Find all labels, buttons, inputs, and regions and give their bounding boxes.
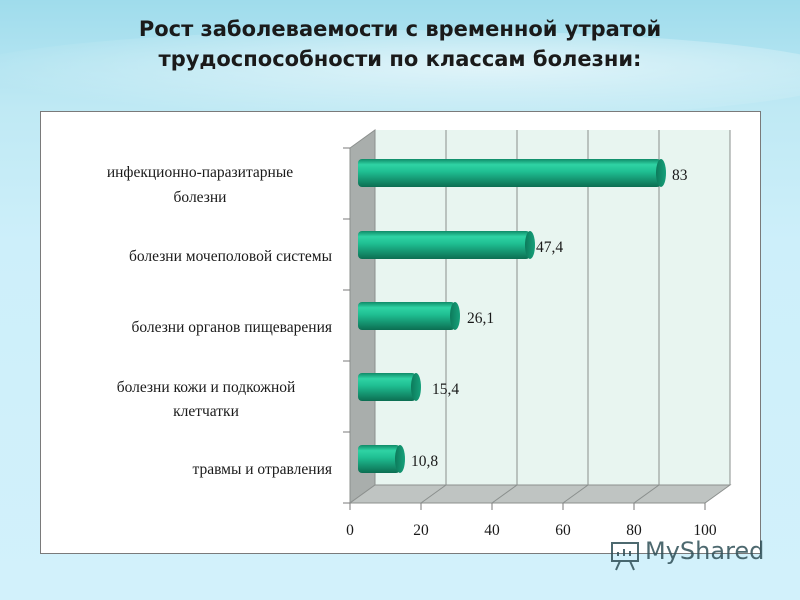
title-line-2: трудоспособности по классам болезни: (158, 47, 642, 71)
category-label-0-line1: инфекционно-паразитарные (107, 164, 293, 181)
category-label-3-line2: клетчатки (173, 403, 239, 420)
plot-floor (348, 484, 732, 504)
x-tick-40: 40 (484, 522, 500, 539)
plot-back-wall (375, 130, 730, 485)
bar-1[interactable] (358, 231, 535, 259)
x-axis-ticks (349, 503, 706, 510)
x-tick-0: 0 (346, 522, 354, 539)
y-axis-ticks (343, 147, 350, 504)
bar-0[interactable] (358, 159, 666, 187)
category-label-3-line1: болезни кожи и подкожной (117, 379, 296, 396)
title-line-1: Рост заболеваемости с временной утратой (138, 17, 662, 41)
slide-title: Рост заболеваемости с временной утратой … (0, 14, 800, 74)
bar-2[interactable] (358, 302, 460, 330)
category-label-2: болезни органов пищеварения (131, 319, 332, 336)
value-label-1: 47,4 (536, 239, 563, 256)
bar-3[interactable] (358, 373, 421, 401)
x-tick-80: 80 (626, 522, 642, 539)
presentation-board-icon (611, 542, 639, 571)
x-tick-100: 100 (693, 522, 717, 539)
background-swoosh (0, 30, 800, 120)
value-label-4: 10,8 (411, 453, 438, 470)
bar-4[interactable] (358, 445, 405, 473)
value-label-2: 26,1 (467, 310, 494, 327)
x-tick-60: 60 (555, 522, 571, 539)
watermark-text: MyShared (645, 537, 765, 565)
category-label-1: болезни мочеполовой системы (129, 248, 333, 265)
x-tick-20: 20 (413, 522, 429, 539)
category-label-0-line2: болезни (174, 189, 227, 206)
value-label-0: 83 (672, 167, 688, 184)
value-label-3: 15,4 (432, 381, 459, 398)
category-label-4: травмы и отравления (193, 461, 333, 478)
